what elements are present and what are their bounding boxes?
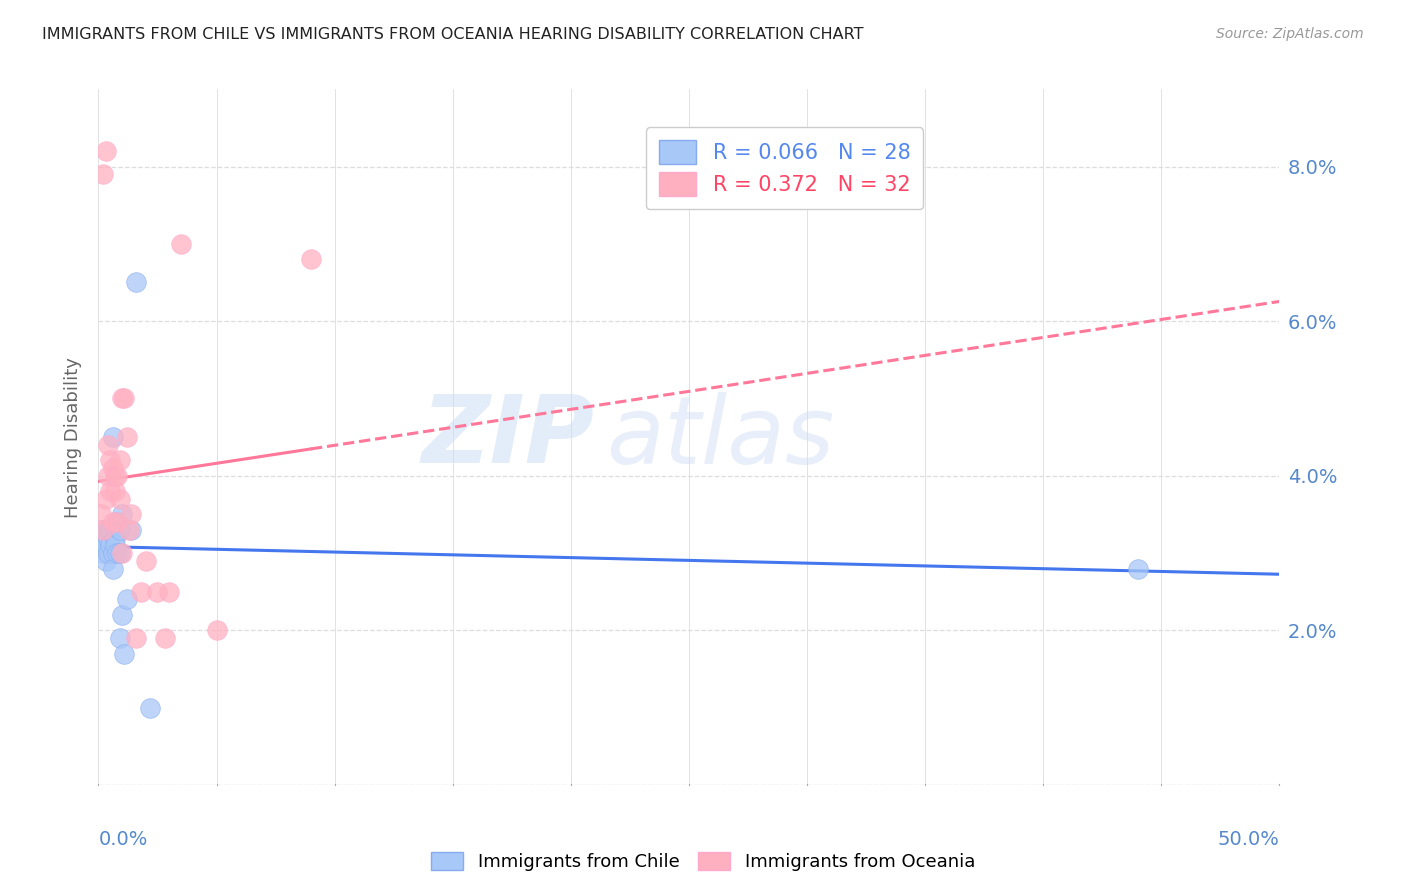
Point <box>112 647 135 661</box>
Point <box>101 515 124 529</box>
Point <box>115 430 138 444</box>
Point <box>170 236 193 251</box>
Point <box>91 546 114 560</box>
Point <box>104 531 127 545</box>
Point <box>94 144 117 158</box>
Y-axis label: Hearing Disability: Hearing Disability <box>65 357 83 517</box>
Point <box>105 468 128 483</box>
Point <box>1126 561 1149 575</box>
Point <box>111 508 134 522</box>
Point <box>98 538 121 552</box>
Point <box>105 546 128 560</box>
Point <box>104 484 127 499</box>
Point <box>90 508 112 522</box>
Text: 50.0%: 50.0% <box>1218 830 1279 849</box>
Text: IMMIGRANTS FROM CHILE VS IMMIGRANTS FROM OCEANIA HEARING DISABILITY CORRELATION : IMMIGRANTS FROM CHILE VS IMMIGRANTS FROM… <box>42 27 863 42</box>
Point <box>108 523 131 537</box>
Point <box>111 392 134 406</box>
Point <box>104 538 127 552</box>
Point <box>108 453 131 467</box>
Text: ZIP: ZIP <box>422 391 595 483</box>
Point <box>97 546 120 560</box>
Point <box>101 461 124 475</box>
Text: 0.0%: 0.0% <box>98 830 148 849</box>
Point <box>94 523 117 537</box>
Legend: Immigrants from Chile, Immigrants from Oceania: Immigrants from Chile, Immigrants from O… <box>423 845 983 879</box>
Text: Source: ZipAtlas.com: Source: ZipAtlas.com <box>1216 27 1364 41</box>
Point <box>139 700 162 714</box>
Point <box>97 531 120 545</box>
Point <box>115 592 138 607</box>
Point <box>157 584 180 599</box>
Point <box>105 515 128 529</box>
Point <box>111 607 134 622</box>
Point <box>112 392 135 406</box>
Point <box>125 276 148 290</box>
Point <box>94 538 117 552</box>
Point <box>121 508 143 522</box>
Text: atlas: atlas <box>606 392 835 483</box>
Point <box>91 523 114 537</box>
Point <box>101 546 124 560</box>
Point <box>125 631 148 645</box>
Point <box>121 523 143 537</box>
Point <box>153 631 176 645</box>
Point <box>205 624 228 638</box>
Point <box>98 453 121 467</box>
Point <box>146 584 169 599</box>
Point <box>105 515 128 529</box>
Point <box>118 523 141 537</box>
Point <box>94 491 117 506</box>
Point <box>98 484 121 499</box>
Point <box>97 468 120 483</box>
Point <box>299 252 322 267</box>
Point <box>90 523 112 537</box>
Point <box>101 561 124 575</box>
Point <box>108 546 131 560</box>
Point <box>98 523 121 537</box>
Point <box>108 631 131 645</box>
Point <box>91 167 114 181</box>
Point <box>129 584 152 599</box>
Point <box>94 554 117 568</box>
Point <box>108 491 131 506</box>
Point <box>91 538 114 552</box>
Legend: R = 0.066   N = 28, R = 0.372   N = 32: R = 0.066 N = 28, R = 0.372 N = 32 <box>647 128 924 209</box>
Point <box>97 438 120 452</box>
Point <box>101 430 124 444</box>
Point <box>135 554 157 568</box>
Point <box>111 546 134 560</box>
Point <box>104 468 127 483</box>
